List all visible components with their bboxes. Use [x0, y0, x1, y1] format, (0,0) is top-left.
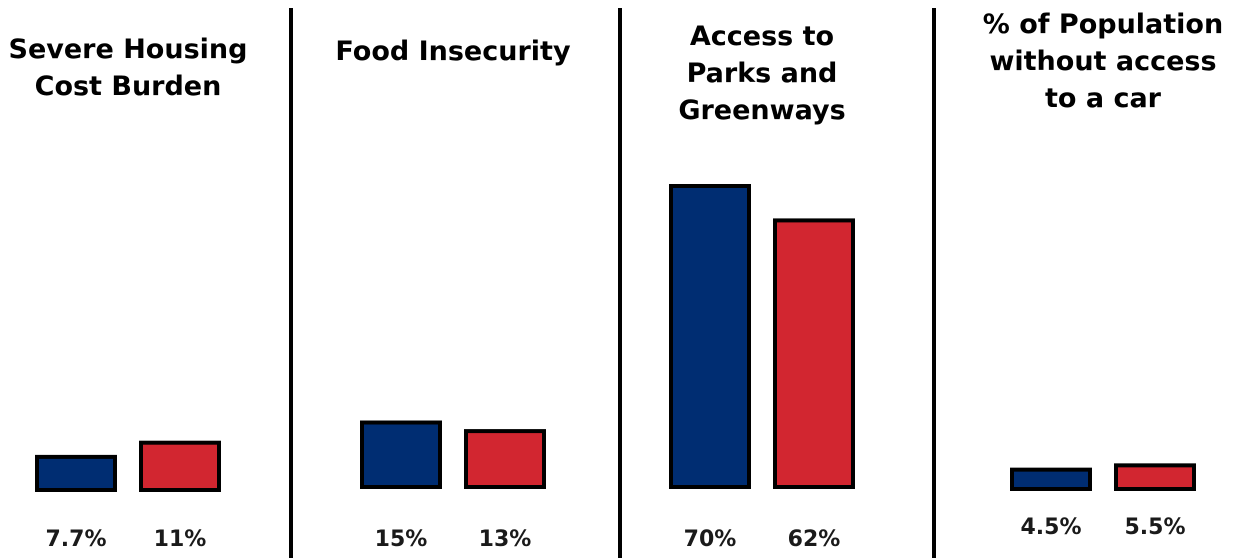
panel-3-bar-2	[773, 218, 855, 489]
panel-3-bar-1	[669, 184, 751, 489]
panel-3-title-line-3: Greenways	[678, 95, 845, 126]
panel-2-bar-1	[360, 420, 442, 489]
panel-4-title-line-1: % of Population	[983, 9, 1223, 40]
panel-1-title-line-2: Cost Burden	[35, 71, 222, 102]
panel-4-value-label-1: 4.5%	[1020, 515, 1081, 540]
panel-3-value-label-1: 70%	[684, 527, 737, 552]
panel-4-title-line-2: without access	[989, 46, 1216, 77]
panel-2-title-line-1: Food Insecurity	[335, 36, 571, 67]
panel-3-title-line-1: Access to	[690, 21, 834, 52]
panel-1-title-line-1: Severe Housing	[9, 34, 248, 65]
panel-1-value-label-1: 7.7%	[45, 527, 106, 552]
panel-3-title-line-2: Parks and	[687, 58, 838, 89]
panel-3-value-label-2: 62%	[788, 527, 841, 552]
panel-2-value-label-2: 13%	[479, 527, 532, 552]
panel-4-bar-1	[1010, 467, 1092, 491]
panel-1-bar-1	[35, 454, 117, 493]
panel-2-value-label-1: 15%	[375, 527, 428, 552]
panel-1-bar-2	[139, 440, 221, 493]
panel-2-bar-2	[464, 429, 546, 490]
panel-4-bar-2	[1114, 463, 1196, 492]
panel-4-value-label-2: 5.5%	[1124, 515, 1185, 540]
panel-1-value-label-2: 11%	[154, 527, 207, 552]
panel-4-title-line-3: to a car	[1045, 83, 1162, 114]
